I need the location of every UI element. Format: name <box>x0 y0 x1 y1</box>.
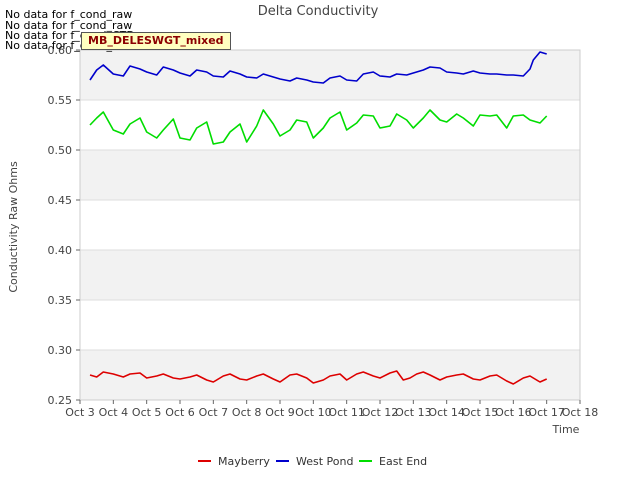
series-line-east-end <box>89 109 548 145</box>
site-badge: MB_DELESWGT_mixed <box>81 32 231 50</box>
chart-title: Delta Conductivity <box>258 4 379 19</box>
x-tick-label: Oct 9 <box>265 406 295 419</box>
y-tick-label: 0.50 <box>48 144 73 157</box>
y-tick-label: 0.35 <box>48 294 73 307</box>
y-axis-label: Conductivity Raw Ohms <box>7 161 20 293</box>
no-data-notice: No data for f_cond_CTD <box>5 39 135 52</box>
series-line-west-pond <box>89 51 547 84</box>
series-lines <box>89 51 548 385</box>
legend-label-east-end: East End <box>379 455 427 468</box>
x-tick-label: Oct 6 <box>165 406 195 419</box>
background-band <box>80 250 580 300</box>
x-tick-label: Oct 8 <box>232 406 262 419</box>
x-tick-label: Oct 18 <box>562 406 599 419</box>
series-line-mayberry <box>89 370 548 385</box>
y-tick-label: 0.55 <box>48 94 73 107</box>
y-tick-label: 0.60 <box>48 44 73 57</box>
background-band <box>80 350 580 400</box>
x-axis: Oct 3 Oct 4 Oct 5 Oct 6 Oct 7 Oct 8 Oct 9 Oct 1… <box>65 400 598 419</box>
x-tick-label: Oct 3 <box>65 406 95 419</box>
x-tick-label: Oct 16 <box>495 406 532 419</box>
no-data-notice: No data for f_cond_CTD <box>5 29 135 42</box>
x-axis-label: Time <box>552 423 580 436</box>
plot-frame <box>79 49 581 401</box>
y-tick-label: 0.30 <box>48 344 73 357</box>
gridlines <box>80 49 580 401</box>
no-data-notice: No data for f_cond_raw <box>5 19 133 32</box>
x-tick-label: Oct 5 <box>132 406 162 419</box>
y-axis: 0.25 0.30 0.35 0.40 0.45 0.50 0.55 0.60 <box>48 44 80 407</box>
x-tick-label: Oct 15 <box>462 406 499 419</box>
background-band <box>80 150 580 200</box>
y-tick-label: 0.40 <box>48 244 73 257</box>
y-tick-label: 0.25 <box>48 394 73 407</box>
x-tick-label: Oct 7 <box>199 406 229 419</box>
legend: Mayberry West Pond East End <box>198 455 427 468</box>
x-tick-label: Oct 4 <box>99 406 129 419</box>
y-tick-label: 0.45 <box>48 194 73 207</box>
legend-label-west-pond: West Pond <box>296 455 353 468</box>
x-tick-label: Oct 11 <box>328 406 365 419</box>
x-tick-label: Oct 14 <box>428 406 465 419</box>
x-tick-label: Oct 17 <box>528 406 565 419</box>
background-band <box>80 50 580 100</box>
background-bands <box>80 50 580 400</box>
legend-label-mayberry: Mayberry <box>218 455 270 468</box>
no-data-notice: No data for f_cond_raw <box>5 8 133 21</box>
x-tick-label: Oct 12 <box>362 406 399 419</box>
x-tick-label: Oct 13 <box>395 406 432 419</box>
x-tick-label: Oct 10 <box>295 406 332 419</box>
